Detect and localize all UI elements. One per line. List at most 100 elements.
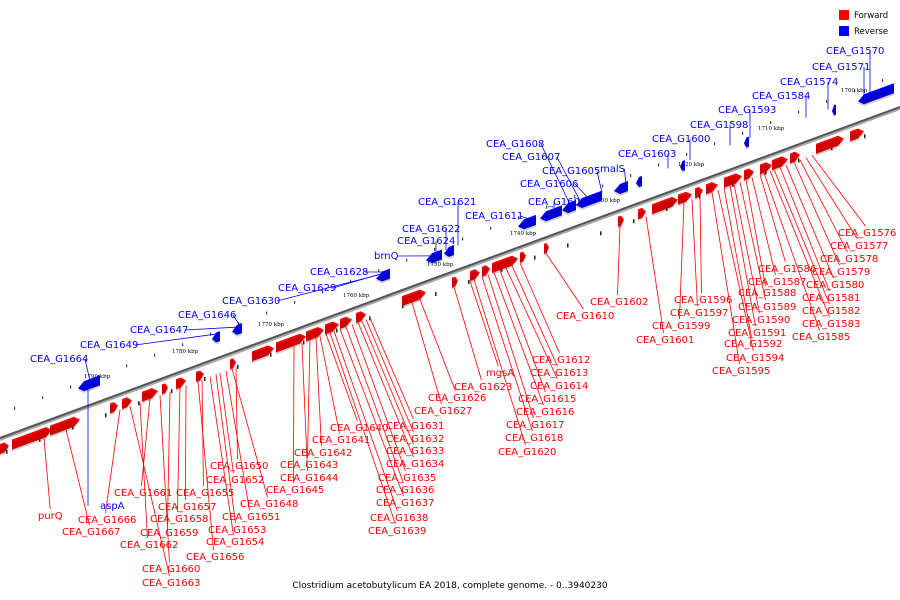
gene-arrow-body xyxy=(340,316,352,329)
gene-arrow-shadow xyxy=(744,138,749,150)
gene-arrow-shadow xyxy=(470,271,480,284)
forward-gene-label: CEA_G1638 xyxy=(370,513,428,524)
forward-label-leader xyxy=(487,274,534,419)
reverse-label-leader xyxy=(556,156,581,201)
tick-dot xyxy=(154,353,156,357)
gene-arrow-body xyxy=(678,191,692,205)
forward-gene-arrow xyxy=(492,255,518,276)
forward-label-leader xyxy=(763,172,820,331)
axis-minor-tick xyxy=(402,304,404,309)
gene-arrow-body xyxy=(110,402,118,414)
reverse-label-leader xyxy=(184,326,237,331)
gene-arrow-shadow xyxy=(562,202,576,216)
reverse-label-leader xyxy=(84,358,91,381)
tick-label: 1740 kbp xyxy=(510,231,537,237)
axis-minor-tick xyxy=(534,255,536,260)
gene-arrow-shadow xyxy=(638,209,646,222)
forward-label-leader xyxy=(717,189,754,352)
forward-label-leader xyxy=(805,157,858,240)
forward-label-leader xyxy=(141,398,151,487)
forward-gene-label: CEA_G1576 xyxy=(838,228,896,239)
gene-arrow-shadow xyxy=(724,175,742,190)
tick-dot xyxy=(574,195,576,199)
reverse-gene-label: CEA_G1628 xyxy=(310,267,368,278)
gene-arrow-body xyxy=(636,175,642,187)
forward-gene-label: CEA_G1616 xyxy=(516,407,574,418)
forward-gene-label: CEA_G1587 xyxy=(748,277,806,288)
forward-gene-label: CEA_G1614 xyxy=(530,381,588,392)
reverse-gene-label: CEA_G1608 xyxy=(486,139,544,150)
gene-arrow-body xyxy=(276,333,306,353)
forward-label-leader xyxy=(453,286,482,381)
forward-label-leader xyxy=(307,339,311,459)
tick-dot xyxy=(462,237,464,241)
forward-gene-label: CEA_G1627 xyxy=(414,406,472,417)
forward-gene-arrow xyxy=(325,321,339,337)
forward-label-leader xyxy=(799,159,848,253)
gene-arrow-body xyxy=(832,104,836,116)
forward-gene-label: CEA_G1602 xyxy=(590,297,648,308)
forward-gene-label: CEA_G1639 xyxy=(368,526,426,537)
forward-gene-arrow xyxy=(452,276,458,290)
forward-label-leader xyxy=(729,185,756,327)
forward-gene-arrow xyxy=(695,186,703,201)
forward-label-leader xyxy=(339,328,404,497)
gene-arrow-body xyxy=(0,442,9,454)
tick-dot xyxy=(406,258,408,262)
forward-gene-arrow xyxy=(0,442,9,456)
forward-gene-label: mgsA xyxy=(486,368,514,379)
tick-dot xyxy=(714,142,716,146)
forward-gene-label: purQ xyxy=(38,511,63,522)
gene-arrow-shadow xyxy=(790,153,800,166)
gene-arrow-shadow xyxy=(340,318,352,331)
map-caption: Clostridium acetobutylicum EA 2018, comp… xyxy=(292,581,607,591)
reverse-gene-label: aspA xyxy=(100,501,125,512)
axis-minor-tick xyxy=(303,340,305,345)
forward-gene-arrow xyxy=(618,215,624,229)
gene-arrow-body xyxy=(518,214,536,230)
tick-dot xyxy=(602,184,604,188)
forward-gene-label: CEA_G1658 xyxy=(150,514,208,525)
forward-label-leader xyxy=(723,187,752,338)
forward-label-leader xyxy=(185,385,187,501)
forward-gene-label: CEA_G1591 xyxy=(728,328,786,339)
forward-gene-label: CEA_G1644 xyxy=(280,473,338,484)
forward-gene-label: CEA_G1590 xyxy=(732,315,790,326)
tick-label: 1750 kbp xyxy=(427,262,454,268)
gene-arrow-body xyxy=(252,345,274,362)
gene-arrow-shadow xyxy=(162,385,168,397)
reverse-gene-arrow xyxy=(636,175,642,189)
forward-gene-arrow xyxy=(652,196,678,217)
forward-gene-label: CEA_G1645 xyxy=(266,485,324,496)
axis-minor-tick xyxy=(468,279,470,284)
forward-gene-label: CEA_G1652 xyxy=(206,475,264,486)
reverse-gene-label: CEA_G1603 xyxy=(618,149,676,160)
forward-gene-label: CEA_G1599 xyxy=(652,321,710,332)
tick-dot xyxy=(182,343,184,347)
legend: Forward Reverse xyxy=(839,10,888,37)
forward-gene-label: CEA_G1618 xyxy=(505,433,563,444)
tick-label: 1770 kbp xyxy=(258,322,285,328)
forward-gene-label: CEA_G1642 xyxy=(294,448,352,459)
gene-arrow-shadow xyxy=(518,216,536,232)
axis-minor-tick xyxy=(501,267,503,272)
forward-label-leader xyxy=(65,429,90,526)
forward-gene-label: CEA_G1610 xyxy=(556,311,614,322)
forward-gene-arrow xyxy=(790,151,800,166)
gene-arrow-body xyxy=(232,322,242,335)
gene-arrow-body xyxy=(520,251,526,263)
axis-minor-tick xyxy=(864,134,866,139)
reverse-gene-label: CEA_G1647 xyxy=(130,325,188,336)
forward-gene-label: CEA_G1596 xyxy=(674,295,732,306)
forward-gene-arrow xyxy=(306,327,324,344)
forward-gene-label: CEA_G1594 xyxy=(726,353,784,364)
reverse-label-leader xyxy=(624,168,627,184)
forward-label-leader xyxy=(773,169,830,305)
gene-arrow-shadow xyxy=(142,390,158,404)
tick-dot xyxy=(490,226,492,230)
reverse-gene-label: CEA_G1621 xyxy=(418,197,476,208)
forward-gene-arrow xyxy=(760,162,772,177)
gene-arrow-body xyxy=(306,327,324,342)
forward-gene-label: CEA_G1580 xyxy=(806,280,864,291)
